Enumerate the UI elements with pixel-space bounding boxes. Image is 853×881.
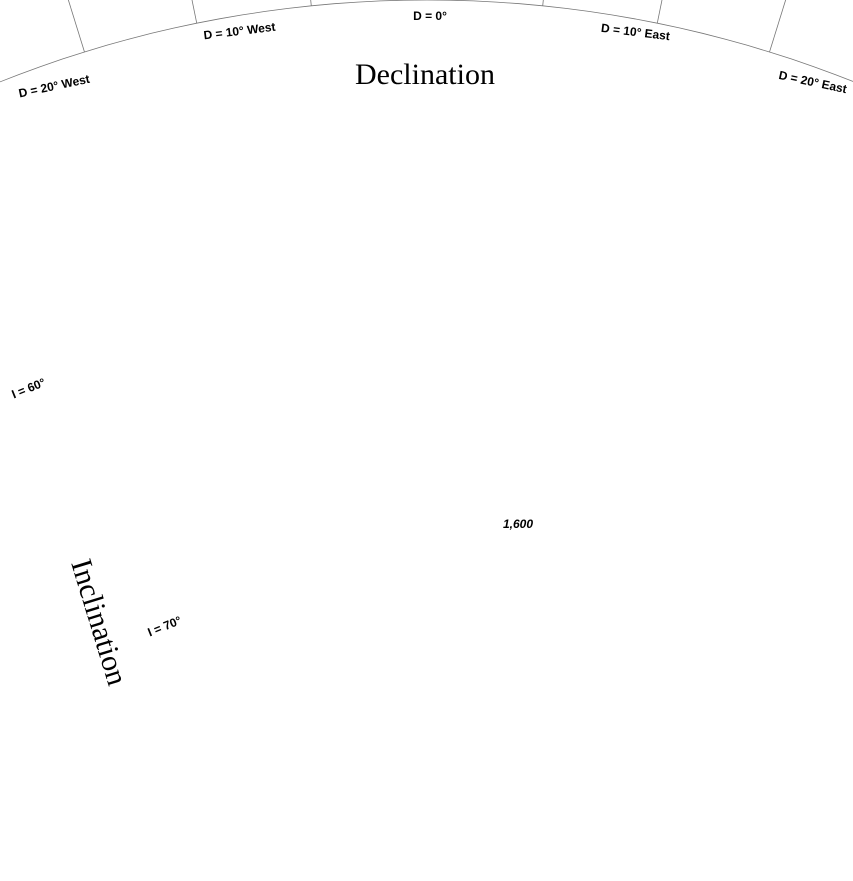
chart-title: Declination: [355, 58, 495, 91]
x-tick-label: D = 20° East: [778, 68, 849, 96]
grid-lines: [0, 0, 853, 83]
y-axis-label: Inclination: [64, 555, 134, 689]
grid-radial: [542, 0, 544, 6]
grid-radial: [656, 0, 663, 24]
x-tick-label: D = 10° West: [203, 20, 276, 43]
y-tick-label: I = 70°: [146, 613, 184, 639]
grid-radial: [67, 0, 85, 53]
x-tick-label: D = 10° East: [600, 21, 670, 43]
grid-arc: [0, 0, 853, 83]
grid-radial: [310, 0, 312, 6]
y-tick-label: I = 60°: [10, 375, 48, 401]
x-tick-label: D = 20° West: [17, 72, 91, 101]
grid-radial: [191, 0, 198, 24]
x-tick-label: D = 0°: [413, 9, 447, 23]
annotation-label: 1,600: [503, 517, 533, 531]
grid-radial: [769, 0, 787, 53]
